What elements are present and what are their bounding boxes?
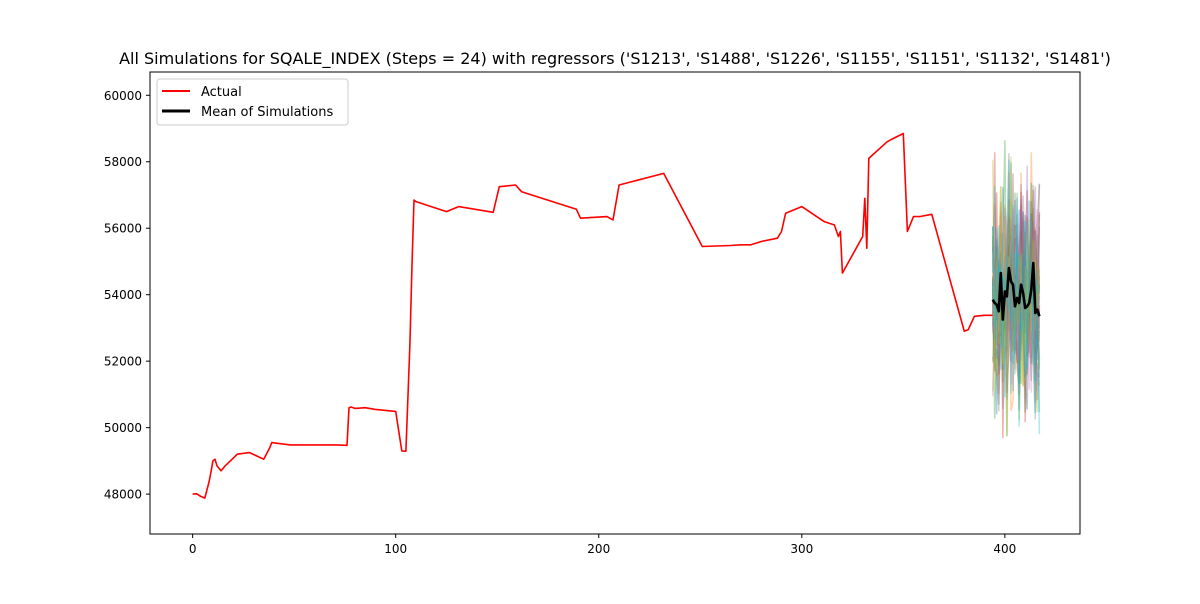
simulation-line [991,171,1041,411]
simulation-line [991,211,1041,392]
simulation-line [991,159,1041,435]
legend-label-mean: Mean of Simulations [201,105,333,120]
y-tick-label: 48000 [104,488,142,502]
x-tick-label: 400 [993,542,1016,556]
y-tick-label: 54000 [104,288,142,302]
simulation-line [991,207,1041,397]
legend-box [156,78,349,126]
legend: Actual Mean of Simulations [156,78,349,126]
simulation-line [991,220,1041,393]
simulation-line [991,152,1041,387]
x-axis: 0 100 200 300 400 [189,534,1016,556]
y-tick-label: 56000 [104,222,142,236]
simulation-line [991,140,1041,419]
y-tick-label: 58000 [104,155,142,169]
simulation-line [991,204,1041,414]
y-tick-label: 50000 [104,421,142,435]
y-tick-label: 60000 [104,89,142,103]
actual-line [192,132,993,499]
simulation-line [991,186,1041,384]
x-tick-label: 200 [587,542,610,556]
y-tick-label: 52000 [104,355,142,369]
simulation-line [991,182,1041,437]
x-tick-label: 100 [384,542,407,556]
x-tick-label: 0 [189,542,197,556]
legend-label-actual: Actual [201,85,242,100]
plot-frame [149,71,1081,535]
simulation-line [991,234,1041,413]
y-axis: 48000 50000 52000 54000 56000 58000 60000 [104,89,150,502]
x-tick-label: 300 [790,542,813,556]
mean-simulations-line [991,261,1041,321]
simulation-line [991,153,1041,405]
simulation-line [991,156,1041,436]
simulation-line [992,192,1041,376]
series-lines [192,132,1041,499]
chart-title: All Simulations for SQALE_INDEX (Steps =… [119,49,1111,69]
